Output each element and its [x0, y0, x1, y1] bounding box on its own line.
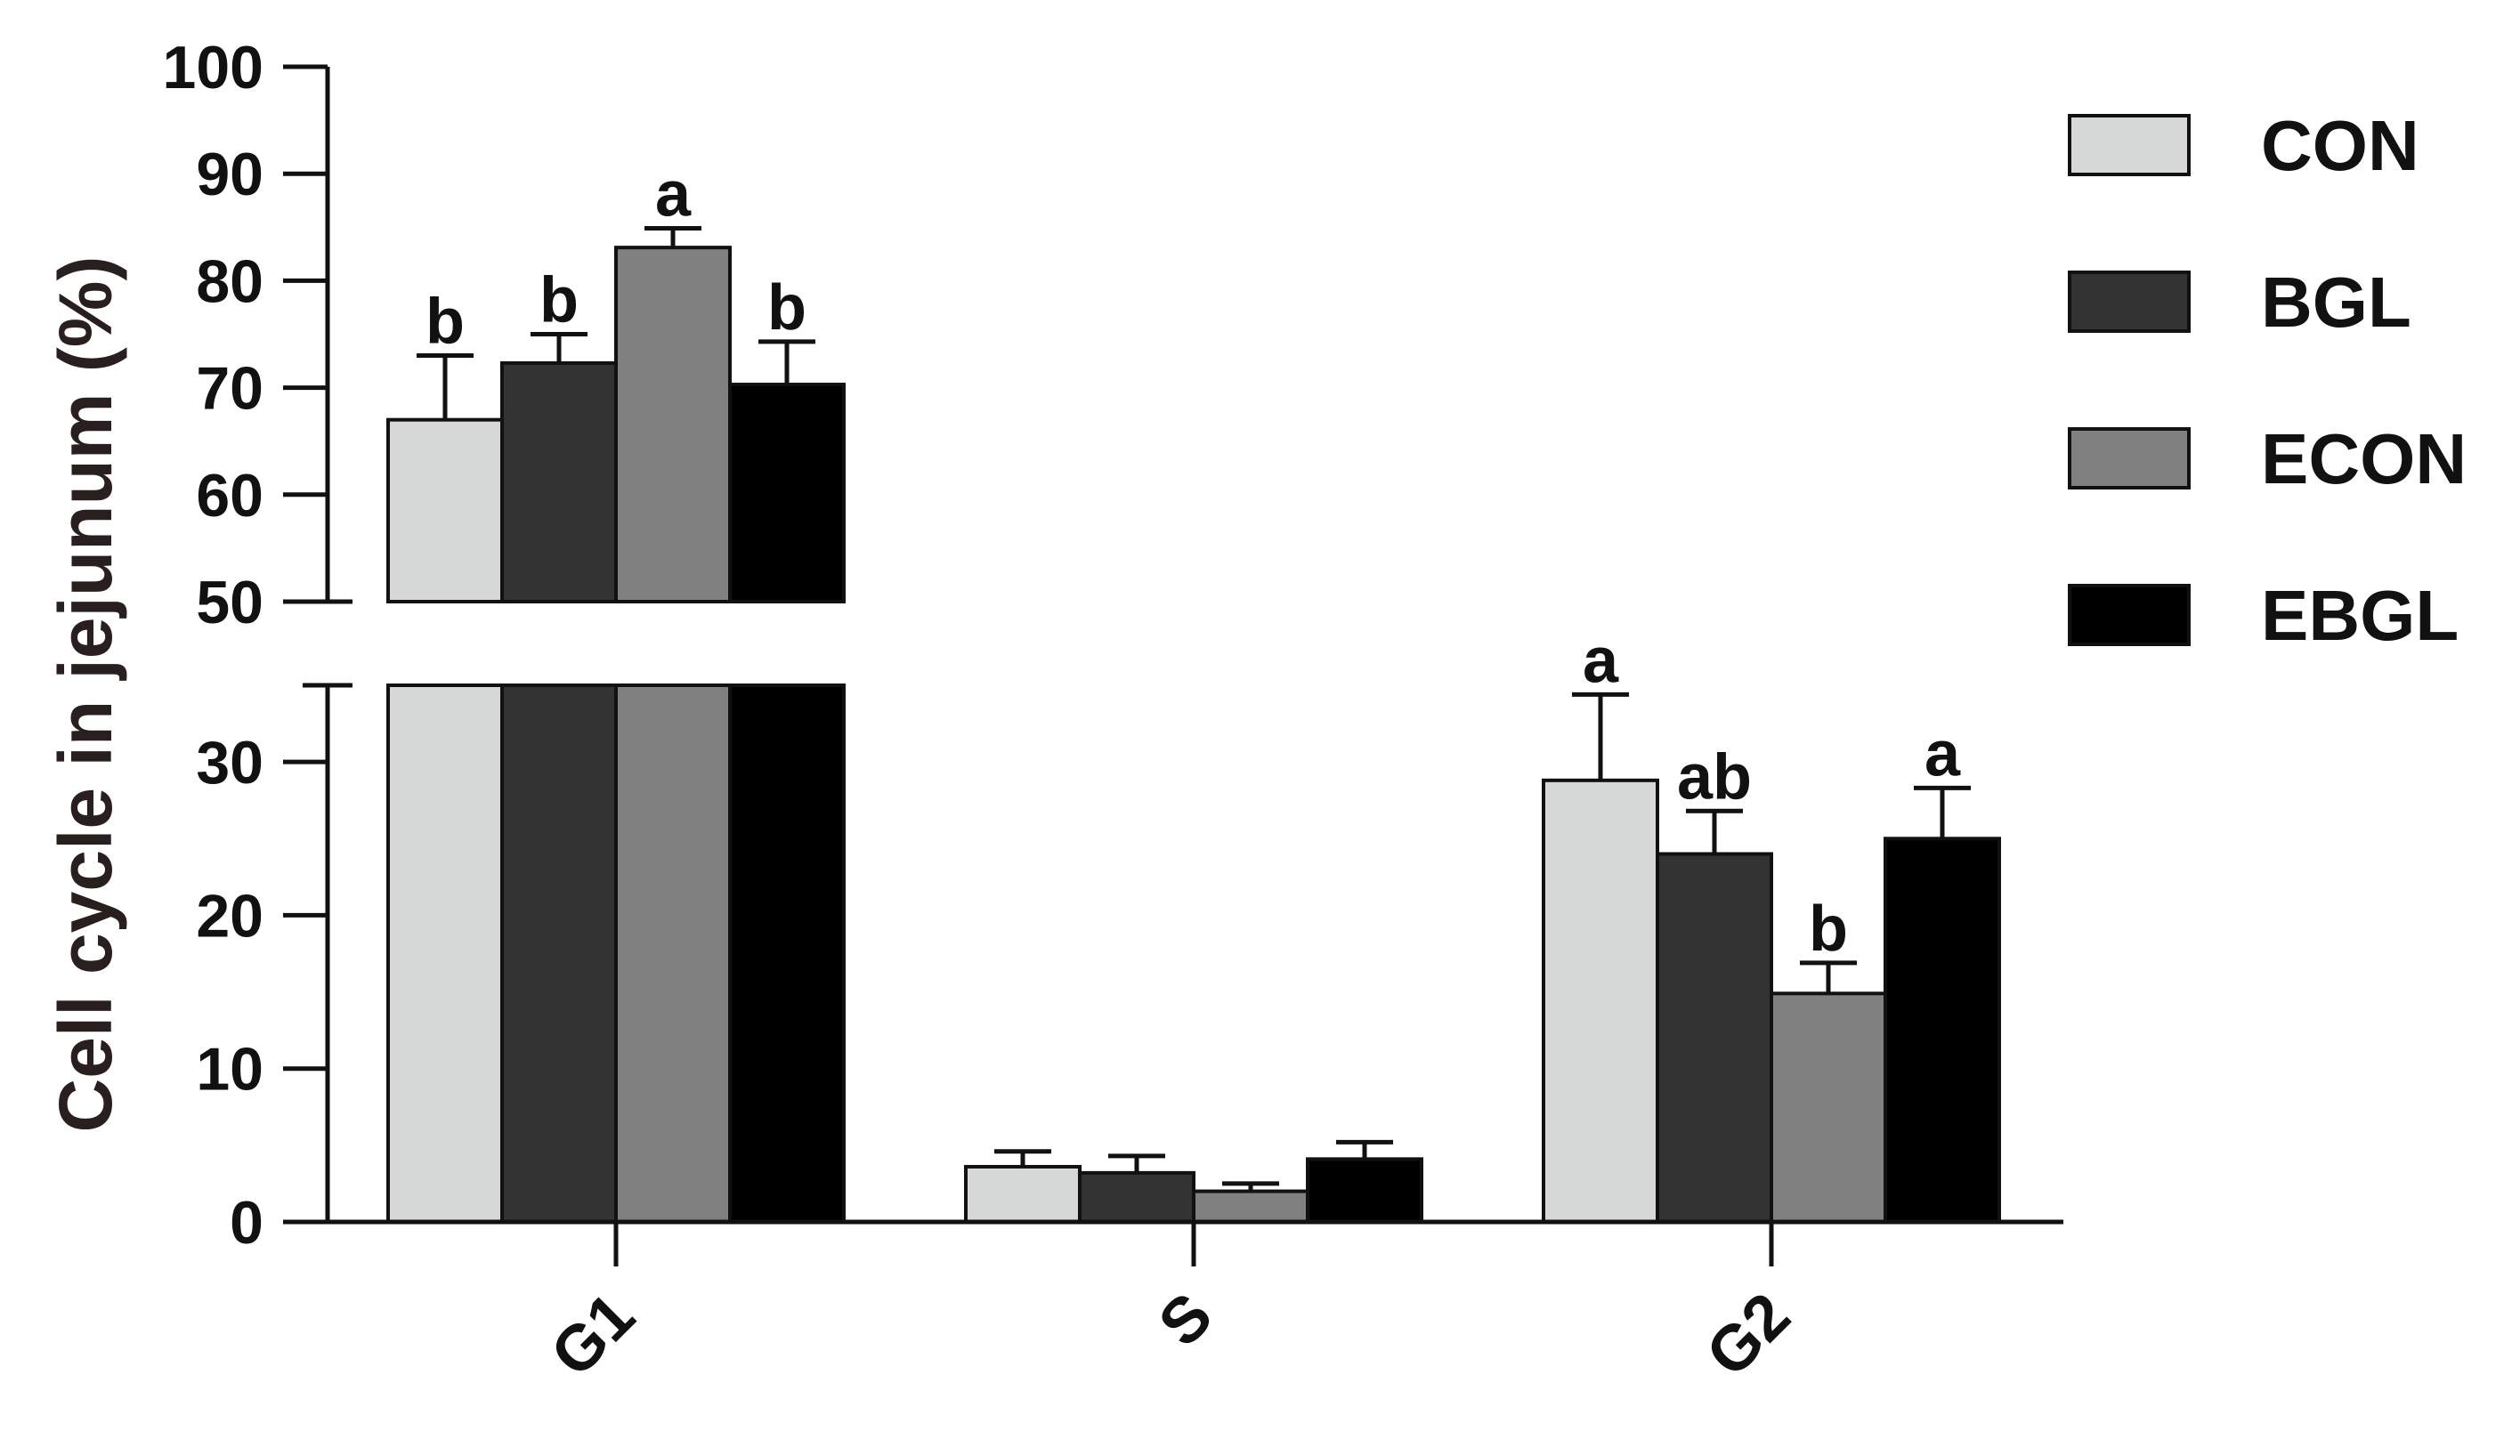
significance-label: a	[1583, 625, 1619, 696]
bar-con-g1-lower	[386, 684, 504, 1224]
x-tick-label-s: S	[1146, 1280, 1227, 1361]
y-tick-label: 70	[196, 355, 263, 423]
axes-layer	[283, 67, 2063, 1225]
bar-con-g1-upper	[386, 417, 504, 603]
significance-label: ab	[1677, 741, 1752, 813]
y-tick-label: 50	[196, 569, 263, 636]
legend-label-con: CON	[2261, 106, 2419, 185]
legend-swatch-con	[2068, 114, 2191, 176]
x-tick-label-g2: G2	[1693, 1280, 1803, 1390]
bar-econ-g1-upper	[614, 246, 732, 603]
bar-econ-g1-lower	[614, 684, 732, 1224]
significance-label: b	[425, 287, 465, 358]
y-tick-label: 20	[196, 882, 263, 950]
bar-ebgl-g1-upper	[728, 382, 846, 603]
error-bars-layer	[417, 226, 1971, 1192]
bar-ebgl-g1-lower	[728, 684, 846, 1224]
y-axis-label: Cell cycle in jejunum (%)	[44, 256, 127, 1133]
bar-con-s	[964, 1164, 1082, 1225]
bar-econ-s	[1192, 1189, 1309, 1224]
significance-label: b	[1809, 894, 1848, 965]
bar-ebgl-s	[1306, 1157, 1423, 1225]
legend: CON BGL ECON EBGL	[2068, 106, 2467, 655]
bar-econ-g2	[1770, 991, 1887, 1225]
significance-label: b	[767, 272, 806, 344]
bar-bgl-g1-lower	[500, 684, 618, 1224]
y-tick-label: 90	[196, 141, 263, 208]
bars-layer	[386, 246, 2001, 1225]
legend-swatch-econ	[2068, 427, 2191, 489]
legend-swatch-ebgl	[2068, 584, 2191, 646]
legend-label-econ: ECON	[2261, 419, 2467, 498]
bar-ebgl-g2	[1884, 837, 2001, 1224]
y-tick-label: 0	[230, 1189, 263, 1257]
significance-label: a	[1924, 718, 1961, 789]
bar-bgl-s	[1078, 1170, 1195, 1224]
significance-label: b	[539, 265, 579, 336]
legend-label-bgl: BGL	[2261, 263, 2411, 342]
legend-swatch-bgl	[2068, 271, 2191, 333]
bar-con-g2	[1542, 778, 1659, 1224]
significance-label: a	[655, 159, 692, 231]
legend-label-ebgl: EBGL	[2261, 576, 2459, 655]
y-tick-label: 100	[163, 34, 263, 101]
y-tick-label: 30	[196, 729, 263, 797]
bar-bgl-g2	[1656, 852, 1773, 1224]
y-tick-label: 60	[196, 462, 263, 530]
y-tick-label: 10	[196, 1036, 263, 1104]
bar-bgl-g1-upper	[500, 360, 618, 603]
y-tick-label: 80	[196, 247, 263, 315]
x-tick-label-g1: G1	[538, 1280, 648, 1390]
